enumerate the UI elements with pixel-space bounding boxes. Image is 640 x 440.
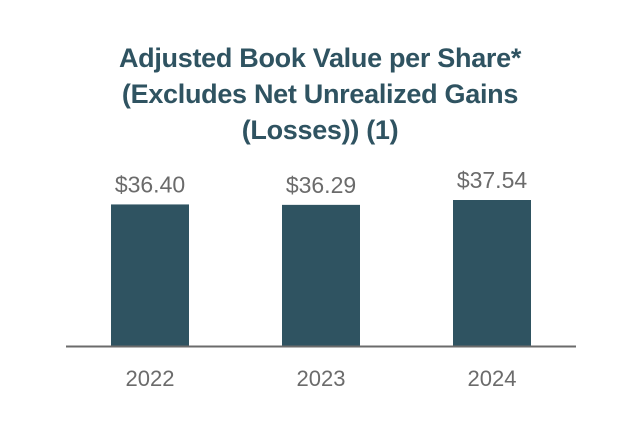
x-tick-label-2022: 2022 (126, 366, 175, 391)
x-tick-label-2024: 2024 (468, 366, 517, 391)
data-label-2023: $36.29 (286, 172, 356, 198)
chart-title-line-1: Adjusted Book Value per Share* (118, 43, 522, 73)
chart-title: Adjusted Book Value per Share* (Excludes… (0, 40, 640, 148)
chart-title-line-3: (Losses)) (1) (241, 115, 399, 145)
data-label-2024: $37.54 (457, 167, 528, 193)
data-label-2022: $36.40 (115, 171, 185, 197)
x-tick-label-2023: 2023 (297, 366, 346, 391)
bar-2024 (453, 200, 531, 346)
chart-title-line-2: (Excludes Net Unrealized Gains (121, 79, 519, 109)
bar-2023 (282, 204, 360, 346)
bar-2022 (111, 204, 189, 346)
